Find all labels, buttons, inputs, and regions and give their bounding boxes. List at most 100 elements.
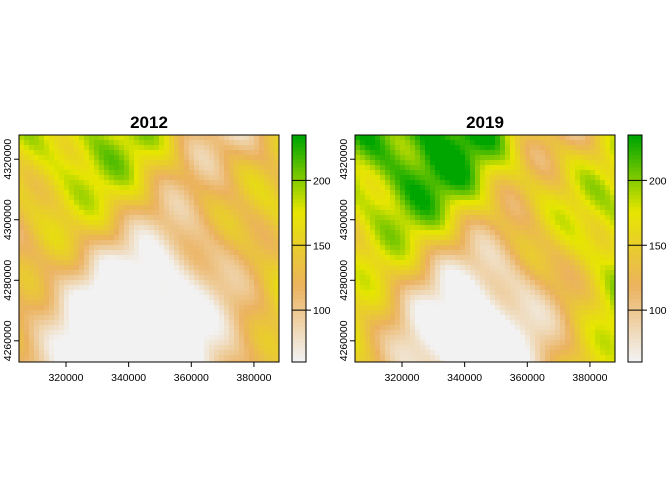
raster-cell [29, 340, 35, 346]
raster-cell [435, 225, 441, 231]
raster-cell [400, 230, 406, 236]
raster-cell [605, 305, 611, 311]
raster-cell [420, 305, 426, 311]
raster-cell [29, 250, 35, 256]
raster-cell [450, 330, 456, 336]
raster-cell [189, 305, 195, 311]
raster-cell [129, 275, 135, 281]
raster-cell [575, 230, 581, 236]
raster-cell [24, 310, 30, 316]
raster-cell [174, 270, 180, 276]
raster-cell [360, 280, 366, 286]
raster-cell [249, 265, 255, 271]
raster-cell [480, 210, 486, 216]
raster-cell [595, 255, 601, 261]
raster-cell [505, 275, 511, 281]
raster-cell [555, 260, 561, 266]
raster-cell [385, 210, 391, 216]
raster-cell [600, 260, 606, 266]
raster-cell [49, 145, 55, 151]
raster-cell [104, 320, 110, 326]
raster-cell [555, 315, 561, 321]
raster-cell [189, 275, 195, 281]
raster-cell [590, 230, 596, 236]
raster-cell [214, 150, 220, 156]
raster-cell [154, 195, 160, 201]
raster-cell [49, 345, 55, 351]
raster-cell [29, 355, 35, 361]
raster-cell [415, 225, 421, 231]
raster-cell [365, 225, 371, 231]
raster-cell [440, 330, 446, 336]
legend-swatch [292, 170, 306, 176]
raster-cell [595, 235, 601, 241]
raster-cell [159, 275, 165, 281]
raster-cell [380, 300, 386, 306]
raster-cell [405, 135, 411, 141]
raster-cell [129, 330, 135, 336]
raster-cell [224, 165, 230, 171]
raster-cell [550, 305, 556, 311]
raster-cell [119, 235, 125, 241]
raster-cell [435, 275, 441, 281]
raster-cell [570, 355, 576, 361]
raster-cell [555, 360, 561, 363]
raster-cell [510, 175, 516, 181]
legend-swatch [292, 154, 306, 160]
raster-cell [99, 170, 105, 176]
raster-cell [224, 135, 230, 141]
raster-cell [510, 140, 516, 146]
raster-cell [430, 330, 436, 336]
raster-cell [54, 150, 60, 156]
raster-cell [219, 225, 225, 231]
raster-cell [505, 270, 511, 276]
raster-cell [134, 265, 140, 271]
raster-cell [425, 260, 431, 266]
raster-cell [159, 200, 165, 206]
raster-cell [134, 270, 140, 276]
raster-cell [169, 165, 175, 171]
raster-cell [39, 285, 45, 291]
raster-cell [259, 180, 265, 186]
raster-cell [209, 325, 215, 331]
raster-cell [510, 275, 516, 281]
raster-cell [154, 175, 160, 181]
raster-cell [370, 340, 376, 346]
raster-cell [79, 260, 85, 266]
raster-cell [84, 140, 90, 146]
raster-cell [264, 180, 270, 186]
raster-cell [139, 155, 145, 161]
raster-cell [355, 205, 361, 211]
raster-cell [500, 170, 506, 176]
raster-cell [104, 345, 110, 351]
raster-cell [420, 295, 426, 301]
raster-cell [74, 215, 80, 221]
raster-cell [360, 360, 366, 363]
raster-cell [435, 190, 441, 196]
raster-cell [144, 345, 150, 351]
raster-cell [420, 360, 426, 363]
raster-cell [400, 360, 406, 363]
raster-cell [94, 270, 100, 276]
raster-cell [149, 325, 155, 331]
raster-cell [64, 340, 70, 346]
raster-cell [420, 320, 426, 326]
raster-cell [505, 290, 511, 296]
raster-cell [400, 255, 406, 261]
raster-cell [64, 350, 70, 356]
raster-cell [430, 180, 436, 186]
raster-cell [385, 315, 391, 321]
raster-cell [264, 235, 270, 241]
raster-cell [169, 300, 175, 306]
raster-cell [184, 170, 190, 176]
raster-cell [254, 340, 260, 346]
raster-cell [219, 260, 225, 266]
raster-cell [154, 215, 160, 221]
raster-cell [515, 160, 521, 166]
raster-cell [39, 265, 45, 271]
raster-cell [204, 230, 210, 236]
raster-cell [435, 325, 441, 331]
raster-cell [219, 285, 225, 291]
raster-cell [264, 360, 270, 363]
raster-cell [470, 330, 476, 336]
